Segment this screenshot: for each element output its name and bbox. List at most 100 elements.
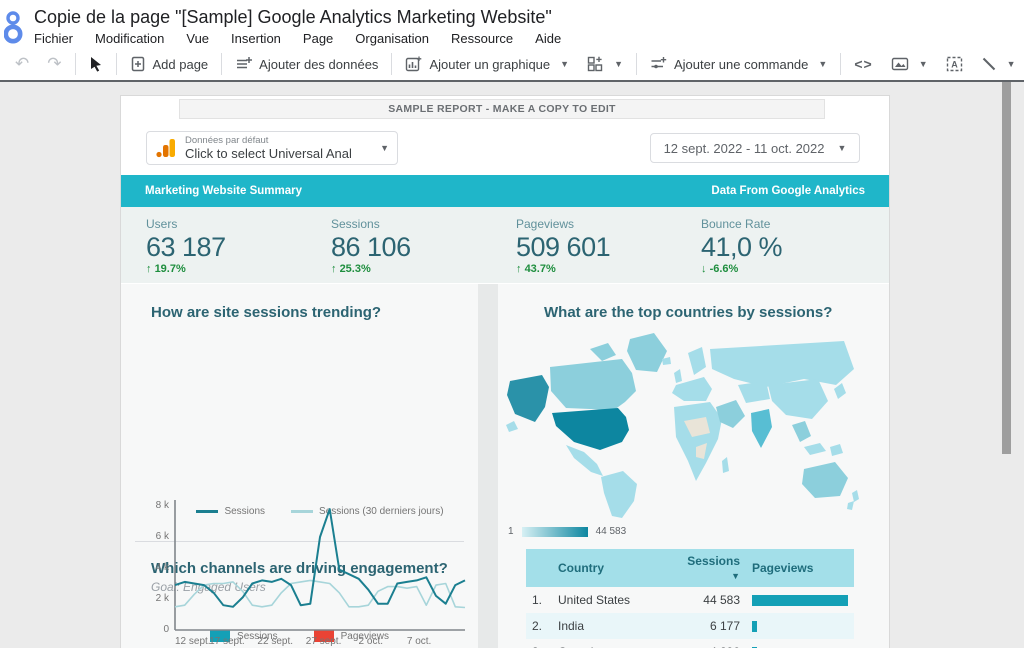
data-source-selector[interactable]: Données par défaut Click to select Unive… [146, 131, 398, 165]
line-chart-legend: Sessions Sessions (30 derniers jours) [175, 506, 465, 517]
world-map-svg [506, 333, 859, 518]
scorecard-delta-value: 19.7% [154, 263, 186, 275]
date-range-control[interactable]: 12 sept. 2022 - 11 oct. 2022 ▼ [650, 133, 860, 163]
table-cell-rank: 2. [526, 613, 552, 639]
svg-text:A: A [951, 60, 958, 70]
table-cell-pageviews-bar [746, 587, 854, 613]
date-range-value: 12 sept. 2022 - 11 oct. 2022 [663, 140, 825, 156]
toolbar-separator [221, 53, 223, 75]
add-data-icon [237, 57, 253, 69]
text-box-icon: A [946, 56, 962, 72]
legend-item: Pageviews [313, 630, 389, 642]
menu-item-organisation[interactable]: Organisation [355, 31, 430, 46]
trend-section-title[interactable]: How are site sessions trending? [151, 304, 382, 321]
menu-item-insertion[interactable]: Insertion [231, 31, 281, 46]
scorecard-value: 509 601 [516, 232, 611, 262]
menu-item-fichier[interactable]: Fichier [34, 31, 74, 46]
table-row[interactable]: 3.Canada4 290 [526, 639, 854, 648]
redo-button[interactable]: ↷ [38, 50, 70, 78]
add-chart-label: Ajouter un graphique [429, 56, 551, 72]
legend-line-swatch [196, 510, 219, 513]
toolbar: ↶ ↷ Add page Ajouter des données Ajouter… [0, 48, 1024, 82]
table-cell-country: Canada [552, 639, 670, 648]
embed-button[interactable]: <> [845, 50, 881, 78]
arrow-down-icon: ↓ [701, 263, 710, 275]
undo-button[interactable]: ↶ [6, 50, 38, 78]
undo-icon: ↶ [15, 54, 30, 73]
menu-item-modification[interactable]: Modification [95, 31, 165, 46]
menu-item-aide[interactable]: Aide [535, 31, 562, 46]
insert-text-button[interactable]: A [937, 50, 972, 78]
legend-label: Pageviews [340, 630, 389, 642]
chevron-down-icon: ▼ [614, 59, 623, 69]
table-header-sessions[interactable]: Sessions ▼ [670, 549, 746, 587]
add-control-button[interactable]: Ajouter une commande ▼ [641, 50, 836, 78]
chevron-down-icon: ▼ [1006, 59, 1016, 69]
add-data-button[interactable]: Ajouter des données [226, 50, 387, 78]
table-cell-sessions: 6 177 [670, 613, 746, 639]
countries-section-title[interactable]: What are the top countries by sessions? [544, 304, 833, 321]
table-header-country[interactable]: Country [552, 549, 670, 587]
toolbar-separator [635, 53, 637, 75]
table-header-pageviews[interactable]: Pageviews [746, 549, 854, 587]
datastudio-logo[interactable] [4, 9, 30, 45]
menubar: Fichier Modification Vue Insertion Page Organ… [34, 31, 561, 46]
geo-map-chart[interactable] [504, 329, 885, 524]
add-data-label: Ajouter des données [259, 56, 379, 72]
scorecard-sessions[interactable]: Sessions 86 106 ↑ 25.3% [331, 217, 516, 283]
scorecard-label: Sessions [331, 217, 380, 231]
line-series-1 [174, 579, 466, 609]
table-row[interactable]: 2. India 6 177 [526, 613, 854, 639]
line-tool-icon [982, 57, 995, 71]
vertical-scrollbar-thumb[interactable] [1002, 82, 1011, 454]
sessions-line-chart[interactable]: 8 k 6 k 4 k 2 k 0 12 sept. 17 sept. 22 sept. 27… [145, 500, 466, 647]
add-page-button[interactable]: Add page [121, 50, 218, 78]
map-country-united-states [552, 408, 629, 450]
sort-desc-icon: ▼ [731, 571, 740, 581]
select-tool-button[interactable] [80, 50, 112, 78]
community-viz-icon [587, 56, 603, 72]
x-tick-label: 7 oct. [406, 636, 432, 647]
scorecard-delta: ↑ 25.3% [331, 263, 516, 275]
scorecard-value: 86 106 [331, 232, 411, 262]
scorecard-delta: ↑ 19.7% [146, 263, 331, 275]
map-country-india [751, 409, 772, 448]
line-chart-y-axis: 8 k 6 k 4 k 2 k 0 [145, 500, 169, 635]
menu-item-ressource[interactable]: Ressource [451, 31, 514, 46]
table-cell-country: India [552, 613, 670, 639]
channels-section-title[interactable]: Which channels are driving engagement? [151, 560, 448, 577]
scorecard-users[interactable]: Users 63 187 ↑ 19.7% [146, 217, 331, 283]
scorecard-bounce-rate[interactable]: Bounce Rate 41,0 % ↓ -6.6% [701, 217, 886, 283]
table-row[interactable]: 1. United States 44 583 [526, 587, 854, 613]
left-column: How are site sessions trending? 8 k 6 k 4 … [121, 284, 478, 648]
pageviews-bar [752, 594, 848, 606]
countries-table[interactable]: Country Sessions ▼ Pageviews 1. United St… [526, 549, 854, 648]
add-chart-button[interactable]: Ajouter un graphique ▼ [396, 50, 578, 78]
menu-item-page[interactable]: Page [302, 31, 334, 46]
sample-report-banner[interactable]: SAMPLE REPORT - MAKE A COPY TO EDIT [179, 99, 825, 119]
menu-item-vue[interactable]: Vue [186, 31, 210, 46]
insert-image-button[interactable]: ▼ [882, 50, 937, 78]
table-header-row: Country Sessions ▼ Pageviews [526, 549, 854, 587]
report-title-bar[interactable]: Marketing Website Summary Data From Goog… [121, 175, 889, 207]
y-tick-label: 0 [163, 624, 169, 635]
line-chart-x-axis: 12 sept. 17 sept. 22 sept. 27 sept. 2 oct. 7 … [175, 636, 465, 648]
report-page[interactable]: SAMPLE REPORT - MAKE A COPY TO EDIT Donn… [120, 95, 890, 648]
community-visualizations-button[interactable]: ▼ [578, 50, 632, 78]
map-scale-gradient [521, 526, 588, 537]
redo-icon: ↷ [47, 54, 62, 73]
arrow-up-icon: ↑ [146, 263, 155, 275]
chevron-down-icon: ▼ [818, 59, 828, 69]
document-title[interactable]: Copie de la page "[Sample] Google Analyt… [34, 7, 552, 27]
scorecard-delta: ↑ 43.7% [516, 263, 701, 275]
insert-line-button[interactable]: ▼ [972, 50, 1024, 78]
scorecard-pageviews[interactable]: Pageviews 509 601 ↑ 43.7% [516, 217, 701, 283]
table-cell-rank: 3. [526, 639, 552, 648]
table-header-index [526, 549, 552, 587]
editor-canvas[interactable]: SAMPLE REPORT - MAKE A COPY TO EDIT Donn… [0, 82, 1024, 648]
y-tick-label: 4 k [155, 562, 169, 573]
scorecard-value: 63 187 [146, 232, 226, 262]
x-tick-label: 12 sept. [175, 636, 211, 647]
right-column: What are the top countries by sessions? [498, 284, 889, 648]
legend-square-swatch [313, 630, 334, 642]
